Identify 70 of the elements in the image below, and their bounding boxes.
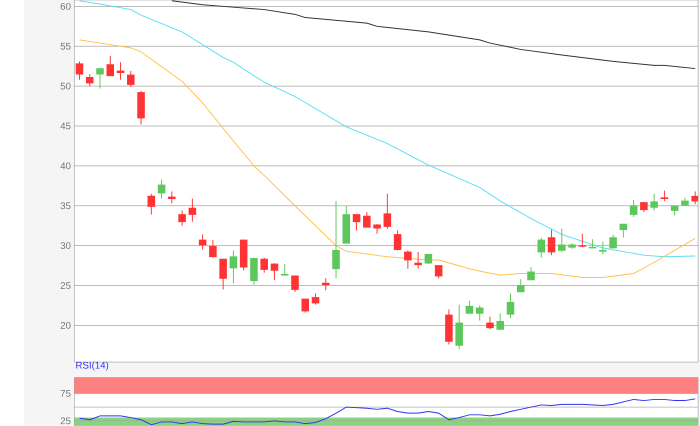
y-tick-label: 25 [60, 282, 71, 290]
candlestick [424, 254, 432, 265]
candlestick [363, 212, 371, 228]
y-tick-label: 35 [60, 202, 71, 210]
y-tick-label: 55 [60, 42, 71, 50]
candlestick [148, 193, 156, 216]
y-tick-label: 30 [60, 242, 71, 250]
candlestick [476, 305, 484, 322]
candlestick [516, 278, 525, 292]
candlestick [537, 237, 546, 258]
candlestick [76, 61, 84, 80]
y-tick-label: 75 [60, 390, 71, 397]
chart-title: RSI(14) [76, 362, 108, 371]
candlestick [660, 190, 668, 202]
candlestick [640, 202, 648, 213]
candlestick [127, 70, 135, 88]
candlestick [280, 264, 288, 277]
candlestick [312, 293, 320, 306]
candlestick [630, 200, 638, 218]
candlestick [178, 210, 186, 226]
candlestick [527, 266, 535, 281]
candlestick [373, 224, 381, 234]
line-series [79, 398, 696, 426]
candlestick [270, 262, 278, 281]
candlestick [332, 200, 340, 279]
candlestick [588, 238, 596, 249]
candlestick [455, 304, 463, 350]
candlestick [466, 300, 474, 314]
candlestick [168, 191, 176, 204]
candlestick [650, 193, 658, 212]
line-series [171, 0, 696, 70]
candlestick [250, 257, 258, 286]
candlestick [384, 193, 392, 230]
candlestick [578, 233, 586, 248]
y-tick-label: 50 [60, 82, 71, 90]
candlestick [691, 191, 698, 205]
candlestick [96, 67, 104, 90]
candlestick [486, 316, 494, 330]
candlestick [548, 229, 556, 256]
candlestick [352, 214, 360, 232]
candlestick [404, 250, 412, 270]
line-series [79, 39, 696, 278]
candlestick [116, 62, 124, 80]
candlestick [434, 265, 442, 279]
y-tick-label: 45 [60, 122, 71, 130]
candlestick [188, 198, 196, 222]
candlestick [558, 228, 566, 253]
y-tick-label: 25 [60, 418, 71, 424]
candlestick [260, 257, 268, 274]
candlestick [106, 55, 114, 76]
candlestick [198, 234, 206, 250]
candlestick [609, 234, 617, 249]
candlestick [209, 240, 217, 258]
candlestick [506, 293, 514, 319]
y-tick-label: 60 [60, 3, 71, 10]
candlestick [599, 241, 607, 255]
candlestick [496, 313, 504, 331]
y-tick-label: 40 [60, 162, 71, 170]
candlestick [670, 205, 678, 216]
candlestick [394, 230, 402, 251]
candlestick [620, 224, 628, 238]
candlestick [219, 258, 227, 290]
candlestick [86, 74, 94, 87]
candlestick [230, 250, 238, 284]
candlestick [291, 276, 299, 292]
candlestick [322, 278, 330, 291]
y-tick-label: 20 [60, 322, 71, 329]
candlestick [301, 298, 310, 314]
line-series [79, 0, 696, 258]
candlestick [158, 179, 166, 200]
